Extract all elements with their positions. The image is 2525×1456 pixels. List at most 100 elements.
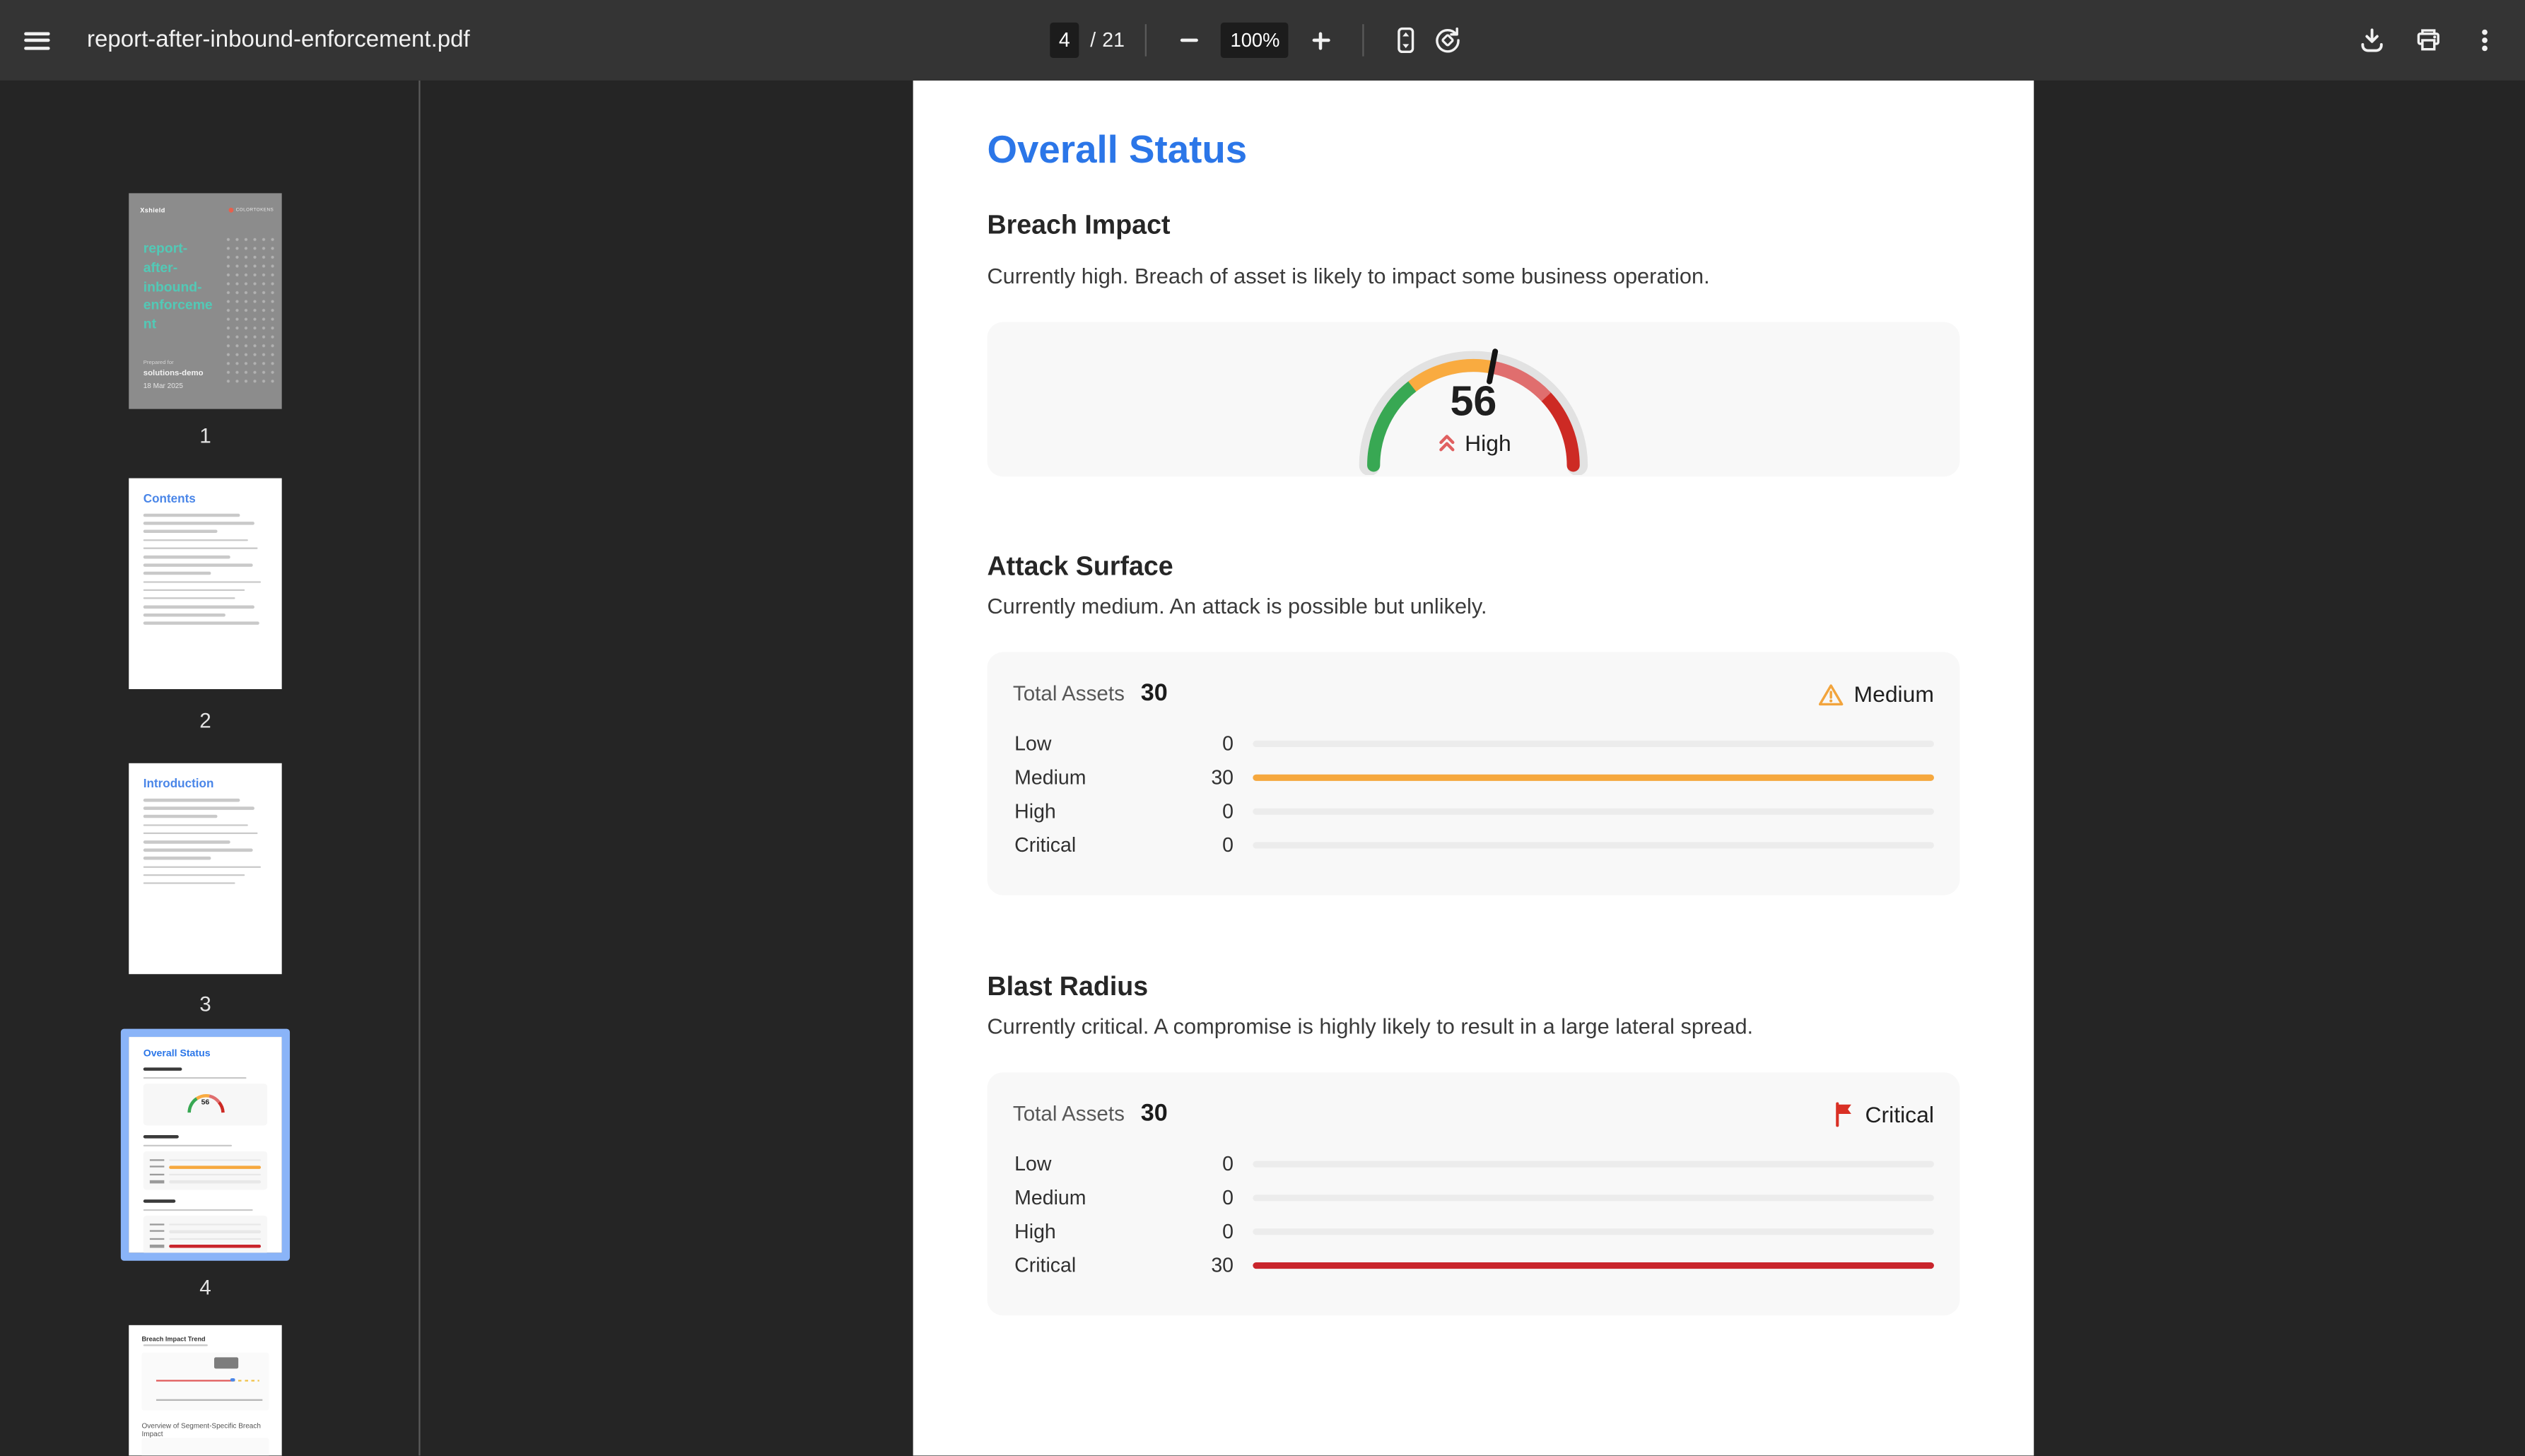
severity-row: High 0 [1014,794,1934,828]
text-line-placeholder [143,580,262,583]
download-button[interactable] [2351,19,2393,61]
badge-label: Medium [1853,681,1934,708]
breach-impact-gauge: 56 High [1344,330,1602,476]
toolbar-divider [1145,24,1147,57]
hamburger-icon [24,28,50,53]
xshield-logo: Xshield [140,206,165,214]
double-chevron-up-icon [1439,435,1454,452]
fit-to-page-button[interactable] [1385,19,1427,61]
severity-bar [1253,1160,1934,1167]
pdf-toolbar: report-after-inbound-enforcement.pdf / 2… [0,0,2525,81]
text-line-placeholder [143,806,255,810]
attack-surface-panel-header: Total Assets 30 Medium [987,652,1959,710]
breach-impact-description: Currently high. Breach of asset is likel… [987,264,1710,288]
thumbnail-number-2: 2 [199,708,211,733]
mini-blast-panel [143,1215,268,1253]
gauge-value: 56 [1450,377,1497,425]
page-number-input[interactable] [1050,22,1079,59]
blast-radius-panel: Total Assets 30 Critical Low 0 [987,1072,1960,1316]
gauge-status: High [1344,430,1602,456]
thumbnail-number-1: 1 [199,423,211,448]
text-line-placeholder [143,572,212,575]
mini-gauge-panel: 56 [143,1084,268,1126]
rotate-button[interactable] [1427,19,1469,61]
text-line-placeholder [143,597,235,600]
document-title: report-after-inbound-enforcement.pdf [87,27,470,54]
text-line-placeholder [143,589,245,592]
menu-button[interactable] [0,0,74,81]
text-line-placeholder [143,832,258,835]
fit-to-page-icon [1398,27,1415,54]
three-dot-menu-icon [2482,29,2488,52]
plus-icon [1312,31,1330,49]
total-assets-value: 30 [1140,679,1168,708]
toolbar-right [2351,0,2506,81]
blast-radius-panel-header: Total Assets 30 Critical [987,1072,1959,1130]
thumbnail-sidebar: Xshield COLORTOKENS report- after- inbou… [0,80,419,1456]
severity-badge-critical: Critical [1833,1098,1934,1131]
text-line-placeholder [143,874,245,876]
text-line-placeholder [143,539,248,541]
more-options-button[interactable] [2464,19,2505,61]
severity-row: Low 0 [1014,1146,1934,1180]
toolbar-center: / 21 100% [1050,0,1469,81]
text-line-placeholder [143,848,253,852]
thumbnail-page-4-selected[interactable]: Overall Status 56 [120,1028,291,1261]
text-line-placeholder [143,840,230,843]
attack-surface-description: Currently medium. An attack is possible … [987,594,1487,618]
cover-prepared-block: Prepared for solutions-demo 18 Mar 2025 [143,359,204,389]
severity-bar [1253,1228,1934,1235]
severity-row: Critical 0 [1014,828,1934,862]
text-line-placeholder [143,882,235,885]
thumbnail-page-1[interactable]: Xshield COLORTOKENS report- after- inbou… [129,193,282,409]
toolbar-left: report-after-inbound-enforcement.pdf [0,0,470,81]
document-viewer[interactable]: Overall Status Breach Impact Currently h… [418,80,2525,1456]
zoom-level-display[interactable]: 100% [1221,22,1289,59]
text-line-placeholder [143,513,240,517]
breach-impact-heading: Breach Impact [987,211,1171,240]
gauge-status-label: High [1465,430,1511,456]
severity-bar [1253,773,1934,780]
text-line-placeholder [143,815,218,818]
attack-surface-panel: Total Assets 30 Medium Low 0 [987,652,1960,896]
gauge-arc [1359,348,1588,476]
total-assets-label: Total Assets [1012,681,1125,705]
text-line-placeholder [143,563,253,567]
attack-surface-heading: Attack Surface [987,552,1173,582]
download-icon [2361,28,2383,52]
breach-impact-gauge-panel: 56 High [987,322,1960,477]
gauge-tick [1487,348,1499,384]
thumbnail-number-3: 3 [199,992,211,1016]
severity-bar [1253,841,1934,848]
brand-dot-icon [228,206,234,212]
zoom-out-button[interactable] [1168,19,1209,61]
blast-radius-heading: Blast Radius [987,972,1149,1002]
text-line-placeholder [143,530,218,533]
thumbnail-trend-page: Breach Impact Trend Overview of Segment-… [129,1325,282,1456]
severity-row: High 0 [1014,1214,1934,1248]
text-line-placeholder [143,823,248,827]
severity-bar [1253,807,1934,814]
toolbar-divider [1363,24,1365,57]
text-line-placeholder [143,798,240,802]
thumbnail-number-4: 4 [199,1275,211,1300]
thumbnail-page-3[interactable]: Introduction [129,763,282,975]
thumbnail-page-5[interactable]: Breach Impact Trend Overview of Segment-… [129,1325,282,1456]
severity-row: Critical 30 [1014,1247,1934,1281]
zoom-in-button[interactable] [1300,19,1342,61]
print-icon [2417,29,2439,51]
text-line-placeholder [143,865,262,869]
severity-bar [1253,739,1934,746]
blast-radius-description: Currently critical. A compromise is high… [987,1014,1754,1039]
text-line-placeholders [143,513,267,630]
text-line-placeholder [143,522,255,525]
severity-badge-medium: Medium [1818,678,1934,710]
severity-bar [1253,1261,1934,1268]
text-line-placeholder [143,555,230,558]
mini-bar-chart [141,1438,269,1456]
mini-trend-chart [141,1352,269,1411]
cover-title: report- after- inbound- enforceme nt [143,240,213,332]
print-button[interactable] [2408,19,2449,61]
thumbnail-page-2[interactable]: Contents [129,478,282,690]
